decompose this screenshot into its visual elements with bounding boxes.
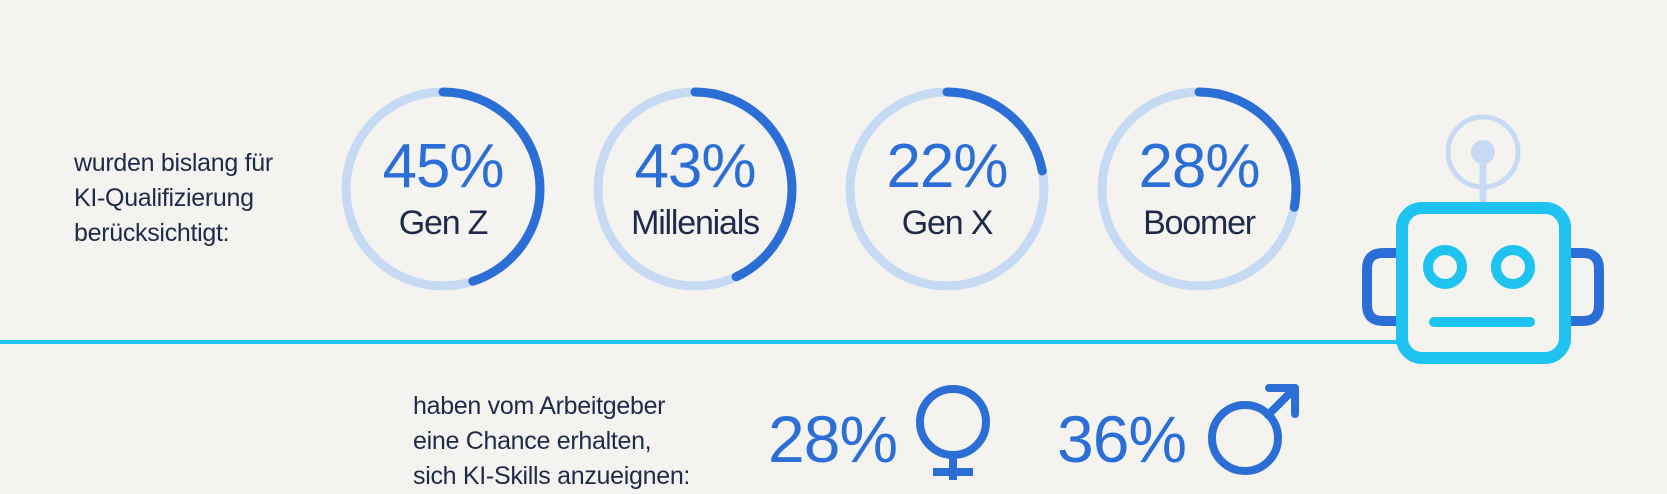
progress-ring-icon [593,87,797,291]
ring-label: Gen Z [398,204,489,242]
female-symbol-icon [916,385,990,480]
ring-label: Millenials [631,204,760,242]
intro-line: sich KI-Skills anzueignen: [413,462,691,490]
ring-gen-x: 22% Gen X [842,84,1052,294]
intro-line: haben vom Arbeitgeber [413,392,666,420]
ring-percent: 28% [1138,132,1260,201]
progress-ring-icon [1097,87,1301,291]
ring-percent: 45% [382,132,504,201]
robot-icon [1362,114,1604,364]
female-percent: 28% [768,402,898,476]
ring-gen-z: 45% Gen Z [338,84,548,294]
ring-boomer: 28% Boomer [1094,84,1304,294]
ring-percent: 22% [886,132,1008,201]
intro-line: eine Chance erhalten, [413,427,652,455]
male-symbol-icon [1208,384,1299,475]
progress-ring-icon [845,87,1049,291]
ring-millenials: 43% Millenials [590,84,800,294]
progress-ring-icon [341,87,545,291]
ki-qualification-intro: wurden bislang für KI-Qualifizierung ber… [74,146,273,251]
ring-label: Gen X [901,204,994,242]
ki-skills-chance-intro: haben vom Arbeitgeber eine Chance erhalt… [413,389,690,494]
ring-percent: 43% [634,132,756,201]
ring-label: Boomer [1143,204,1256,242]
intro-line: berücksichtigt: [74,219,230,247]
intro-line: KI-Qualifizierung [74,184,254,212]
intro-line: wurden bislang für [74,149,273,177]
male-percent: 36% [1057,402,1187,476]
section-divider [0,340,1400,344]
